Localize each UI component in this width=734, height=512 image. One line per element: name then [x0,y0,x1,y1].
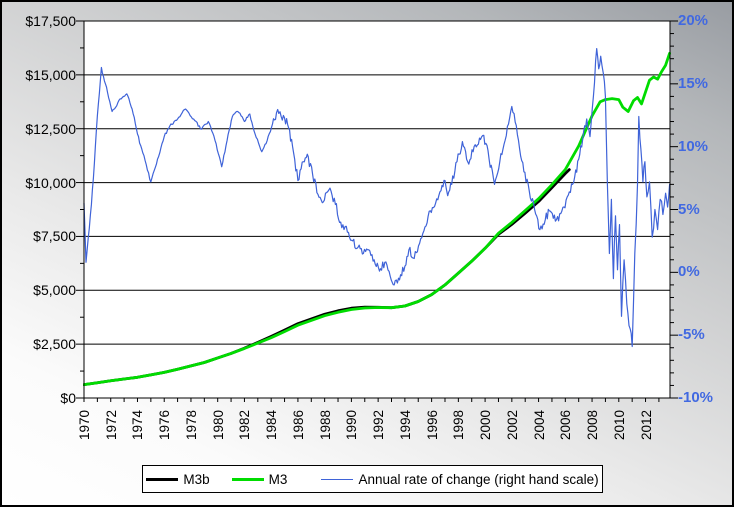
x-axis-label: 2002 [504,409,520,440]
x-axis-label: 1974 [130,409,146,440]
x-axis-label: 1994 [397,409,413,440]
x-axis-label: 1980 [210,409,226,440]
x-axis-label: 2004 [531,409,547,440]
x-axis-label: 1990 [344,409,360,440]
left-axis-label: $7,500 [33,228,76,245]
x-axis-label: 2012 [638,409,654,440]
x-axis-label: 2010 [611,409,627,440]
x-axis-label: 1996 [424,409,440,440]
x-axis-label: 1988 [317,409,333,440]
left-axis-label: $0 [60,390,76,406]
plot-background [84,21,670,398]
x-axis-label: 2006 [558,409,574,440]
x-axis-label: 1992 [371,409,387,440]
legend-label-m3: M3 [268,471,288,487]
x-axis-label: 1970 [77,409,92,440]
legend-label-m3b: M3b [183,471,210,487]
x-axis-label: 1972 [103,409,119,440]
legend-item-rate: Annual rate of change (right hand scale) [321,471,599,487]
x-axis-label: 1982 [237,409,253,440]
x-axis-label: 1984 [264,409,280,440]
left-axis-label: $10,000 [25,174,76,191]
legend-item-m3b: M3b [146,471,210,487]
right-axis-label: 20% [678,12,709,29]
x-axis-label: 1998 [451,409,467,440]
right-axis-label: 15% [678,74,709,92]
x-axis-label: 1978 [183,409,199,440]
right-axis-label: -10% [678,389,714,406]
left-axis-label: $5,000 [33,282,76,299]
left-axis-label: $12,500 [25,120,76,137]
x-axis-label: 2008 [585,409,601,440]
left-axis-label: $2,500 [33,336,76,353]
x-axis-label: 2000 [478,409,494,440]
left-axis-label: $15,000 [25,66,76,83]
rate-line-swatch [321,478,354,480]
right-axis-label: 0% [678,263,700,281]
left-axis-label: $17,500 [25,13,76,29]
m3-line-swatch [231,477,264,481]
x-axis-label: 1976 [157,409,173,440]
m3b-line-swatch [146,477,179,481]
series-rate-line [83,48,671,348]
legend-item-m3: M3 [231,471,288,487]
right-axis-label: 5% [678,200,700,218]
x-axis-label: 1986 [290,409,306,440]
right-axis-label: 10% [678,137,709,155]
plot-border [83,20,671,399]
series-m3-line [83,51,671,386]
right-axis-label: -5% [678,326,705,344]
legend-label-rate: Annual rate of change (right hand scale) [358,471,599,487]
legend: M3b M3 Annual rate of change (right hand… [142,465,603,493]
